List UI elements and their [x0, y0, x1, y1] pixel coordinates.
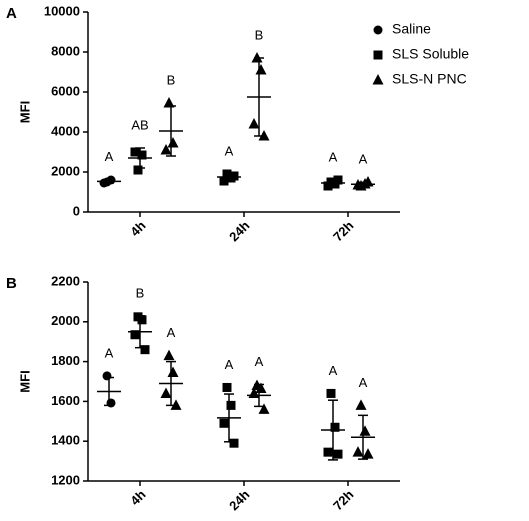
- x-tick-label: 72h: [330, 487, 356, 513]
- x-tick-label: 24h: [226, 218, 252, 244]
- legend-marker: [373, 25, 383, 35]
- data-point: [219, 418, 229, 428]
- x-tick-label: 4h: [127, 218, 148, 239]
- y-tick-label: 1800: [51, 353, 80, 368]
- data-point: [326, 388, 336, 398]
- data-point: [106, 398, 116, 408]
- x-tick-label: 24h: [226, 487, 252, 513]
- group-letter: A: [329, 363, 338, 378]
- y-tick-label: 2200: [51, 273, 80, 288]
- data-point: [130, 147, 140, 157]
- group-letter: B: [167, 72, 176, 87]
- data-point: [140, 345, 150, 355]
- group-letter: AB: [131, 117, 148, 132]
- y-tick-label: 6000: [51, 83, 80, 98]
- group-letter: B: [255, 27, 264, 42]
- y-axis-label: MFI: [17, 101, 32, 123]
- data-point: [160, 144, 172, 155]
- y-tick-label: 0: [73, 203, 80, 218]
- y-tick-label: 1600: [51, 393, 80, 408]
- y-tick-label: 10000: [44, 3, 80, 18]
- data-point: [330, 422, 340, 432]
- group-letter: B: [136, 285, 145, 300]
- data-point: [359, 425, 371, 436]
- data-point: [222, 382, 232, 392]
- group-letter: A: [359, 151, 368, 166]
- data-point: [323, 447, 333, 457]
- legend-marker: [373, 50, 383, 60]
- data-point: [355, 399, 367, 410]
- data-point: [133, 165, 143, 175]
- data-point: [163, 349, 175, 361]
- y-tick-label: 8000: [51, 43, 80, 58]
- data-point: [255, 64, 267, 75]
- data-point: [160, 387, 172, 398]
- data-point: [229, 171, 239, 181]
- y-tick-label: 2000: [51, 313, 80, 328]
- y-tick-label: 2000: [51, 163, 80, 178]
- data-point: [163, 97, 175, 108]
- data-point: [333, 449, 343, 459]
- y-axis-label: MFI: [17, 370, 32, 392]
- data-point: [219, 176, 229, 186]
- data-point: [352, 446, 364, 457]
- data-point: [102, 371, 112, 381]
- group-letter: A: [225, 143, 234, 158]
- panel-label: A: [6, 5, 17, 22]
- data-point: [229, 438, 239, 448]
- y-tick-label: 1200: [51, 472, 80, 487]
- x-tick-label: 4h: [127, 487, 148, 508]
- group-letter: A: [359, 375, 368, 390]
- data-point: [130, 330, 140, 340]
- data-point: [248, 118, 260, 129]
- legend-label: SLS-N PNC: [392, 71, 467, 87]
- legend-label: SLS Soluble: [392, 46, 469, 62]
- data-point: [167, 366, 179, 378]
- data-point: [137, 315, 147, 325]
- group-letter: A: [167, 325, 176, 340]
- panel-label: B: [6, 275, 17, 292]
- data-point: [167, 137, 179, 148]
- y-tick-label: 4000: [51, 123, 80, 138]
- group-letter: A: [105, 345, 114, 360]
- data-point: [226, 400, 236, 410]
- x-tick-label: 72h: [330, 218, 356, 244]
- data-point: [137, 150, 147, 160]
- group-letter: A: [255, 354, 264, 369]
- data-point: [258, 403, 270, 414]
- group-letter: A: [105, 149, 114, 164]
- data-point: [362, 448, 374, 459]
- y-tick-label: 1400: [51, 433, 80, 448]
- group-letter: A: [329, 149, 338, 164]
- legend-label: Saline: [392, 21, 431, 37]
- group-letter: A: [225, 357, 234, 372]
- legend-marker: [372, 74, 384, 85]
